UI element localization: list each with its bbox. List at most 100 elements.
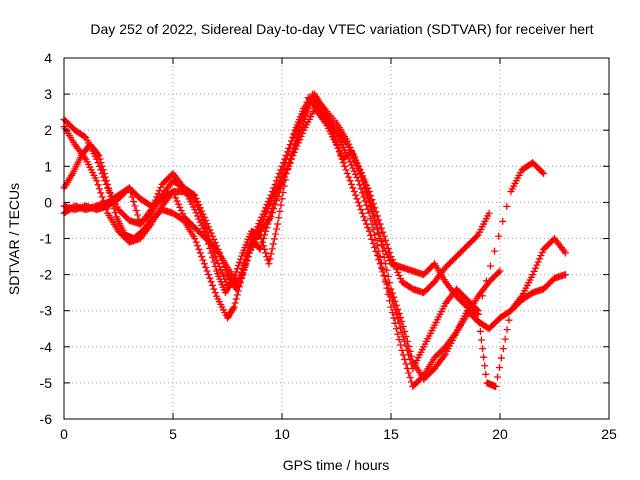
data-point (173, 197, 181, 205)
data-point (98, 193, 106, 201)
data-point (364, 195, 372, 203)
data-point (392, 325, 401, 333)
data-point (350, 187, 358, 196)
x-tick-label: 0 (60, 426, 68, 442)
y-tick-label: 0 (44, 194, 52, 210)
data-point (286, 159, 294, 167)
data-point (196, 249, 204, 257)
data-point (478, 344, 487, 353)
data-point (282, 169, 290, 178)
data-point (396, 275, 405, 283)
data-point (214, 270, 222, 278)
data-point (533, 261, 541, 269)
data-point (264, 205, 272, 213)
data-point (195, 245, 203, 253)
data-point (482, 277, 491, 285)
data-point (383, 280, 391, 288)
data-point (531, 264, 540, 272)
data-point (347, 161, 356, 169)
data-point (372, 236, 380, 244)
data-point (278, 180, 286, 188)
data-point (297, 132, 305, 141)
data-point (298, 122, 307, 131)
data-point (276, 184, 285, 193)
data-point (133, 211, 142, 219)
data-point (242, 257, 251, 265)
x-axis-label: GPS time / hours (283, 457, 390, 473)
data-point (346, 177, 354, 185)
data-point (361, 216, 369, 225)
data-point (352, 159, 360, 167)
data-point (380, 272, 388, 280)
data-point (396, 341, 405, 349)
data-point (204, 223, 213, 231)
data-point (276, 207, 284, 216)
data-point (233, 291, 241, 299)
data-point (384, 284, 392, 292)
data-point (332, 140, 341, 149)
data-point (380, 244, 388, 252)
data-point (240, 265, 248, 273)
data-point (95, 162, 104, 170)
data-point (275, 188, 283, 197)
data-point (199, 256, 207, 264)
data-point (394, 330, 402, 338)
data-point (306, 97, 314, 105)
data-point (200, 213, 208, 221)
data-point (345, 173, 353, 181)
data-point (231, 299, 239, 307)
data-point (97, 166, 105, 174)
data-point (256, 245, 264, 253)
data-point (359, 177, 367, 185)
data-point (480, 353, 488, 361)
data-point (402, 342, 410, 350)
data-point (266, 255, 274, 263)
data-point (271, 230, 280, 238)
data-point (192, 238, 200, 246)
data-point (265, 202, 273, 210)
data-point (398, 328, 406, 337)
data-point (361, 184, 369, 192)
data-point (379, 241, 387, 249)
data-point (193, 197, 202, 206)
x-tick-label: 20 (492, 426, 508, 442)
data-point (388, 308, 397, 317)
data-point (490, 247, 499, 255)
data-point (343, 169, 352, 178)
data-point (197, 221, 206, 230)
data-point (387, 285, 395, 293)
data-point (236, 277, 244, 286)
data-point (475, 319, 483, 327)
data-point (376, 234, 384, 243)
data-point (260, 231, 269, 239)
data-point (357, 205, 365, 214)
data-point (218, 280, 226, 289)
data-point (535, 255, 544, 263)
data-point (355, 167, 364, 175)
y-axis-label: SDTVAR / TECUs (6, 183, 22, 295)
data-point (235, 258, 244, 267)
data-point (371, 243, 379, 252)
data-point (269, 240, 277, 248)
data-point (262, 210, 270, 218)
data-point (387, 292, 395, 300)
data-point (376, 220, 384, 228)
data-point (289, 151, 297, 160)
data-point (368, 235, 376, 244)
data-point (237, 273, 245, 281)
data-point (262, 249, 270, 257)
data-point (298, 129, 307, 138)
data-point (176, 203, 184, 212)
data-point (207, 249, 215, 257)
data-point (240, 246, 248, 254)
data-point (157, 183, 165, 192)
data-point (496, 267, 504, 275)
data-point (191, 191, 199, 199)
data-point (348, 148, 356, 156)
data-point (335, 148, 343, 156)
data-point (296, 136, 304, 144)
data-point (357, 185, 365, 193)
data-point (530, 267, 538, 276)
data-point (339, 159, 347, 167)
